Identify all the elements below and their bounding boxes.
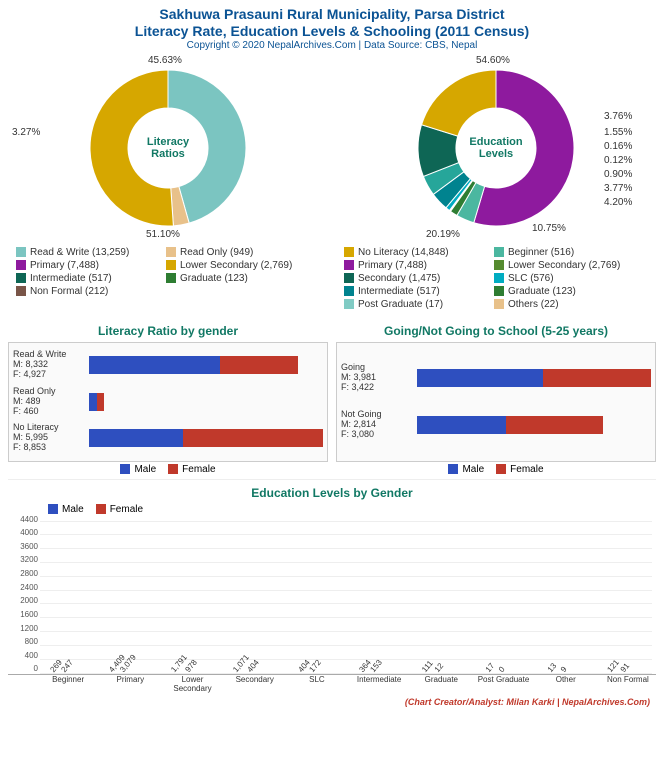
donut-education: EducationLevels 54.60% 3.76% 1.55% 0.16% 0.1… [336,53,656,310]
legend-male: Male [462,464,484,475]
legend-male: Male [62,504,84,515]
legend-item: Post Graduate (17) [344,299,484,310]
x-label: Secondary [227,675,283,693]
legend-item: Others (22) [494,299,634,310]
legend-female: Female [110,504,143,515]
hbar-row: No LiteracyM: 5,995F: 8,853 [13,423,323,453]
x-label: Post Graduate [475,675,531,693]
pct-label: 10.75% [532,223,566,234]
donut-literacy-legend: Read & Write (13,259) Read Only (949) Prim… [8,247,328,297]
legend-female: Female [510,464,543,475]
legend-item: Primary (7,488) [344,260,484,271]
x-label: Intermediate [351,675,407,693]
literacy-by-gender-chart: Read & WriteM: 8,332F: 4,927 Read OnlyM: … [8,342,328,462]
legend-male: Male [134,464,156,475]
pct-label: 0.16% [604,141,632,152]
schooling-chart: GoingM: 3,981F: 3,422 Not GoingM: 2,814F:… [336,342,656,462]
legend-item: Graduate (123) [166,273,306,284]
x-label: Lower Secondary [164,675,220,693]
legend-item: Beginner (516) [494,247,634,258]
donut-row: LiteracyRatios 45.63% 3.27% 51.10% Read & … [8,53,656,310]
edu-by-gender-chart: 0400800120016002000240028003200360040004… [8,515,656,675]
pct-label: 4.20% [604,197,632,208]
literacy-by-gender: Literacy Ratio by gender Read & WriteM: … [8,318,328,475]
legend-item: Non Formal (212) [16,286,156,297]
legend-item: SLC (576) [494,273,634,284]
hbar-row: Read OnlyM: 489F: 460 [13,387,323,417]
pct-label: 3.27% [12,127,40,138]
legend-item: Lower Secondary (2,769) [166,260,306,271]
pct-label: 20.19% [426,229,460,240]
donut-literacy-center: LiteracyRatios [147,136,189,160]
pct-label: 1.55% [604,127,632,138]
schooling: Going/Not Going to School (5-25 years) G… [336,318,656,475]
title-line-2: Literacy Rate, Education Levels & School… [8,23,656,40]
pct-label: 0.90% [604,169,632,180]
x-label: Primary [102,675,158,693]
edu-by-gender-legend: Male Female [8,504,656,515]
legend-item: Graduate (123) [494,286,634,297]
hbar-row: Literacy Ratio by gender Read & WriteM: … [8,318,656,475]
literacy-by-gender-title: Literacy Ratio by gender [8,324,328,338]
schooling-title: Going/Not Going to School (5-25 years) [336,324,656,338]
x-label: Non Formal [600,675,656,693]
pct-label: 45.63% [148,55,182,66]
edu-by-gender-title: Education Levels by Gender [8,486,656,500]
x-label: Graduate [413,675,469,693]
pct-label: 51.10% [146,229,180,240]
legend-female: Female [182,464,215,475]
x-axis: Beginner Primary Lower Secondary Secondary S… [8,675,656,693]
page-title: Sakhuwa Prasauni Rural Municipality, Par… [8,6,656,40]
legend-item: Primary (7,488) [16,260,156,271]
pct-label: 54.60% [476,55,510,66]
donut-literacy: LiteracyRatios 45.63% 3.27% 51.10% Read & … [8,53,328,310]
hbar-row: GoingM: 3,981F: 3,422 [341,363,651,393]
literacy-by-gender-legend: Male Female [8,464,328,475]
dashboard: Sakhuwa Prasauni Rural Municipality, Par… [0,0,664,713]
hbar-row: Not GoingM: 2,814F: 3,080 [341,410,651,440]
legend-item: No Literacy (14,848) [344,247,484,258]
schooling-legend: Male Female [336,464,656,475]
legend-item: Secondary (1,475) [344,273,484,284]
pct-label: 0.12% [604,155,632,166]
title-line-1: Sakhuwa Prasauni Rural Municipality, Par… [8,6,656,23]
hbar-row: Read & WriteM: 8,332F: 4,927 [13,350,323,380]
edu-by-gender: Education Levels by Gender Male Female 0… [8,479,656,693]
x-label: Beginner [40,675,96,693]
legend-item: Intermediate (517) [16,273,156,284]
legend-item: Intermediate (517) [344,286,484,297]
x-label: Other [538,675,594,693]
donut-education-center: EducationLevels [469,136,522,160]
copyright-line: Copyright © 2020 NepalArchives.Com | Dat… [8,40,656,51]
y-axis: 0400800120016002000240028003200360040004… [8,515,38,674]
legend-item: Lower Secondary (2,769) [494,260,634,271]
pct-label: 3.76% [604,111,632,122]
legend-item: Read Only (949) [166,247,306,258]
pct-label: 3.77% [604,183,632,194]
donut-education-legend: No Literacy (14,848) Beginner (516) Primar… [336,247,656,310]
legend-item: Read & Write (13,259) [16,247,156,258]
x-label: SLC [289,675,345,693]
chart-credit: (Chart Creator/Analyst: Milan Karki | Ne… [8,697,656,707]
